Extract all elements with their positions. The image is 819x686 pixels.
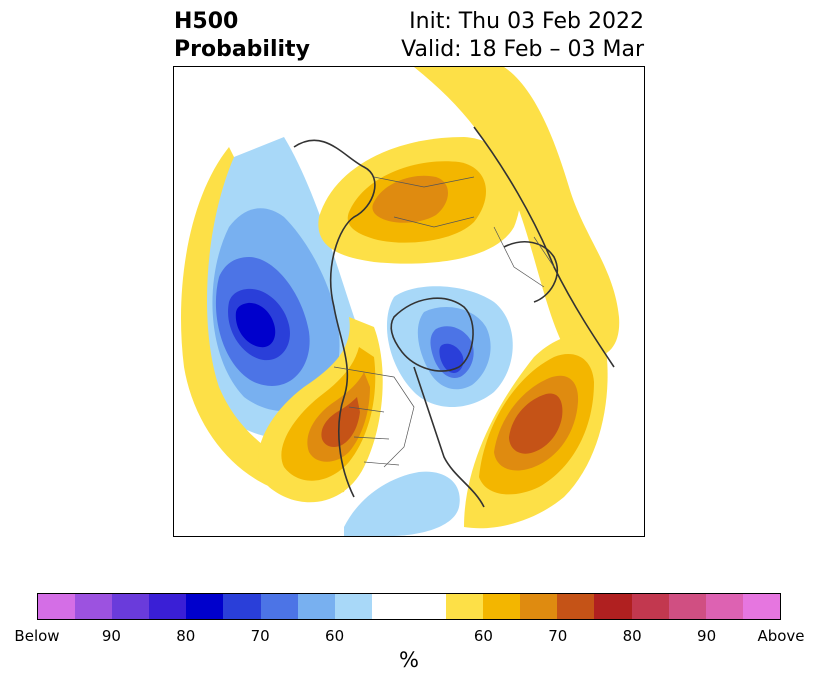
anomaly-southeast-us-below <box>344 471 460 536</box>
map-panel <box>173 66 645 537</box>
colorbar-swatch <box>705 594 743 619</box>
colorbar-swatch <box>149 594 187 619</box>
colorbar-tick-label: 60 <box>473 627 493 645</box>
colorbar-tick-label: Above <box>757 627 805 645</box>
political-borders <box>333 176 555 468</box>
title-valid-range: Valid: 18 Feb – 03 Mar <box>401 37 644 62</box>
colorbar-swatch <box>38 594 76 619</box>
colorbar-swatch <box>446 594 484 619</box>
colorbar-swatch <box>371 594 409 619</box>
title-variable: H500 <box>174 9 239 34</box>
colorbar-swatch <box>483 594 521 619</box>
colorbar-tick-label: 80 <box>622 627 642 645</box>
colorbar-swatch <box>631 594 669 619</box>
colorbar-swatch <box>668 594 706 619</box>
colorbar-swatch <box>334 594 372 619</box>
anomaly-western-north-america-above <box>257 317 383 503</box>
title-left: H500 Probability <box>174 8 310 64</box>
colorbar-ticks: Below 90 80 70 60 60 70 80 90 Above <box>0 627 819 647</box>
anomaly-north-pacific-below <box>188 137 364 439</box>
colorbar-tick-label: 80 <box>176 627 196 645</box>
colorbar-swatch <box>223 594 261 619</box>
colorbar-tick-label: 70 <box>250 627 270 645</box>
map-graphic <box>181 67 620 536</box>
title-init-date: Init: Thu 03 Feb 2022 <box>409 9 644 34</box>
colorbar <box>37 593 781 620</box>
anomaly-north-atlantic-above <box>464 333 608 529</box>
colorbar-swatch <box>297 594 335 619</box>
colorbar-tick-label: 90 <box>101 627 121 645</box>
anomaly-greenland-below <box>386 286 513 407</box>
colorbar-swatch <box>594 594 632 619</box>
colorbar-swatch <box>557 594 595 619</box>
colorbar-swatch <box>520 594 558 619</box>
colorbar-tick-label: 70 <box>548 627 568 645</box>
colorbar-tick-label: Below <box>14 627 60 645</box>
anomaly-pacific-rim-above <box>181 147 349 496</box>
colorbar-label: % <box>399 648 419 672</box>
coastlines <box>293 126 615 508</box>
colorbar-swatch <box>75 594 113 619</box>
colorbar-swatch <box>260 594 298 619</box>
colorbar-swatch <box>186 594 224 619</box>
title-product: Probability <box>174 37 310 62</box>
colorbar-swatch <box>408 594 447 619</box>
title-right: Init: Thu 03 Feb 2022 Valid: 18 Feb – 03… <box>401 8 644 64</box>
colorbar-swatch <box>742 594 780 619</box>
colorbar-tick-label: 90 <box>697 627 717 645</box>
colorbar-swatch <box>112 594 150 619</box>
colorbar-tick-label: 60 <box>325 627 345 645</box>
